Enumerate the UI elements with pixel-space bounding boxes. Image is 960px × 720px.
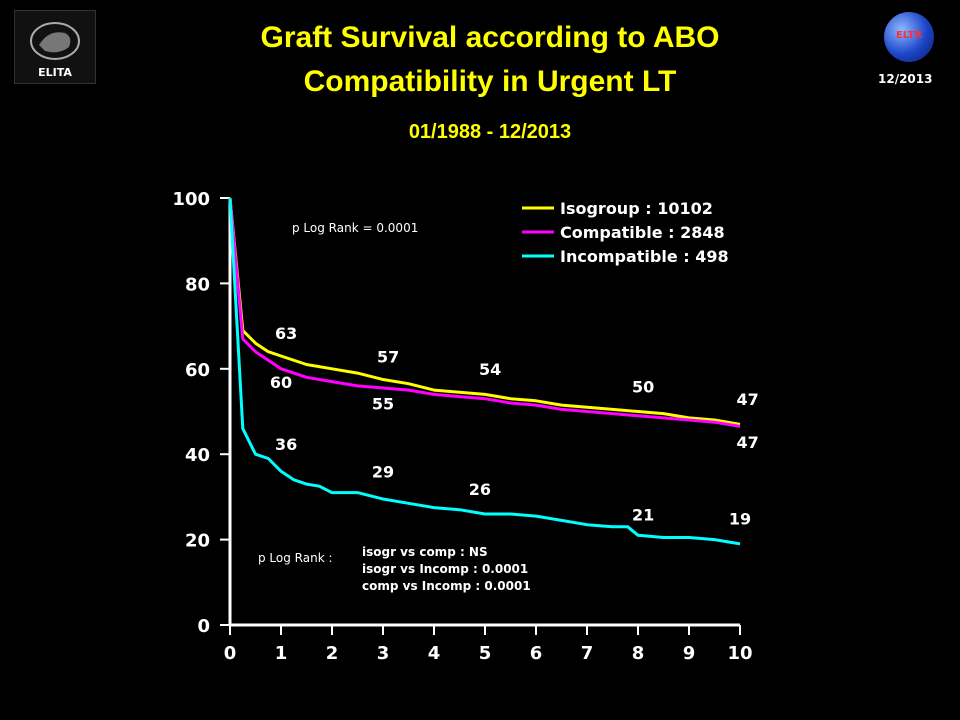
data-label: 19: [729, 510, 751, 529]
data-label: 55: [372, 394, 394, 413]
p-value-line: isogr vs Incomp : 0.0001: [362, 562, 528, 576]
series-line-0: [228, 197, 741, 426]
data-label: 21: [632, 505, 654, 524]
y-tick-label: 0: [197, 616, 210, 637]
y-tick-label: 100: [172, 189, 210, 210]
x-tick-label: 4: [428, 643, 441, 664]
elita-logo-text: ELITA: [38, 66, 72, 79]
legend-label: Compatible : 2848: [560, 223, 725, 242]
p-value-line: isogr vs comp : NS: [362, 545, 488, 559]
data-labels: 63 60 36 57 55 29 54 26 50 21 47 47 19: [270, 324, 759, 529]
data-label: 47: [737, 433, 759, 452]
p-log-rank-overall: p Log Rank = 0.0001: [292, 221, 418, 235]
data-label: 60: [270, 373, 292, 392]
x-tick-label: 9: [683, 643, 696, 664]
chart-title-line1: Graft Survival according to ABO: [260, 21, 720, 54]
data-label: 29: [372, 463, 394, 482]
series-line-1: [228, 197, 741, 428]
series-line-2: [228, 197, 741, 546]
p-value-line: comp vs Incomp : 0.0001: [362, 579, 531, 593]
data-label: 26: [469, 480, 491, 499]
x-tick-label: 10: [727, 643, 752, 664]
y-tick-label: 80: [185, 274, 210, 295]
axes: 0 20 40 60 80 100 0 1 2 3 4 5 6 7 8 9 10: [172, 189, 752, 664]
chart-subtitle-period: 01/1988 - 12/2013: [408, 121, 572, 143]
x-tick-label: 5: [479, 643, 492, 664]
data-label: 36: [275, 435, 297, 454]
eltr-logo-text: ELTR: [895, 30, 923, 41]
p-log-rank-label: p Log Rank :: [258, 551, 333, 565]
x-tick-label: 7: [581, 643, 594, 664]
liver-emblem-icon: [30, 22, 80, 60]
x-tick-label: 1: [275, 643, 288, 664]
eltr-globe-logo: ELTR: [884, 12, 934, 62]
data-label: 47: [737, 390, 759, 409]
data-label: 63: [275, 324, 297, 343]
x-tick-label: 6: [530, 643, 543, 664]
legend-label: Isogroup : 10102: [560, 199, 713, 218]
chart-title-line2: Compatibility in Urgent LT: [303, 65, 677, 98]
y-tick-label: 40: [185, 445, 210, 466]
elita-logo: ELITA: [14, 10, 96, 84]
data-label: 50: [632, 377, 654, 396]
report-date: 12/2013: [878, 72, 933, 86]
data-label: 54: [479, 360, 501, 379]
data-label: 57: [377, 347, 399, 366]
legend-label: Incompatible : 498: [560, 247, 729, 266]
x-tick-label: 2: [326, 643, 339, 664]
x-tick-label: 0: [224, 643, 237, 664]
pairwise-p-values: isogr vs comp : NS isogr vs Incomp : 0.00…: [362, 545, 531, 593]
y-tick-label: 60: [185, 360, 210, 381]
legend: Isogroup : 10102 Compatible : 2848 Incompa…: [522, 199, 729, 266]
x-tick-label: 8: [632, 643, 645, 664]
x-tick-label: 3: [377, 643, 390, 664]
y-tick-label: 20: [185, 531, 210, 552]
series-lines: [228, 197, 741, 546]
